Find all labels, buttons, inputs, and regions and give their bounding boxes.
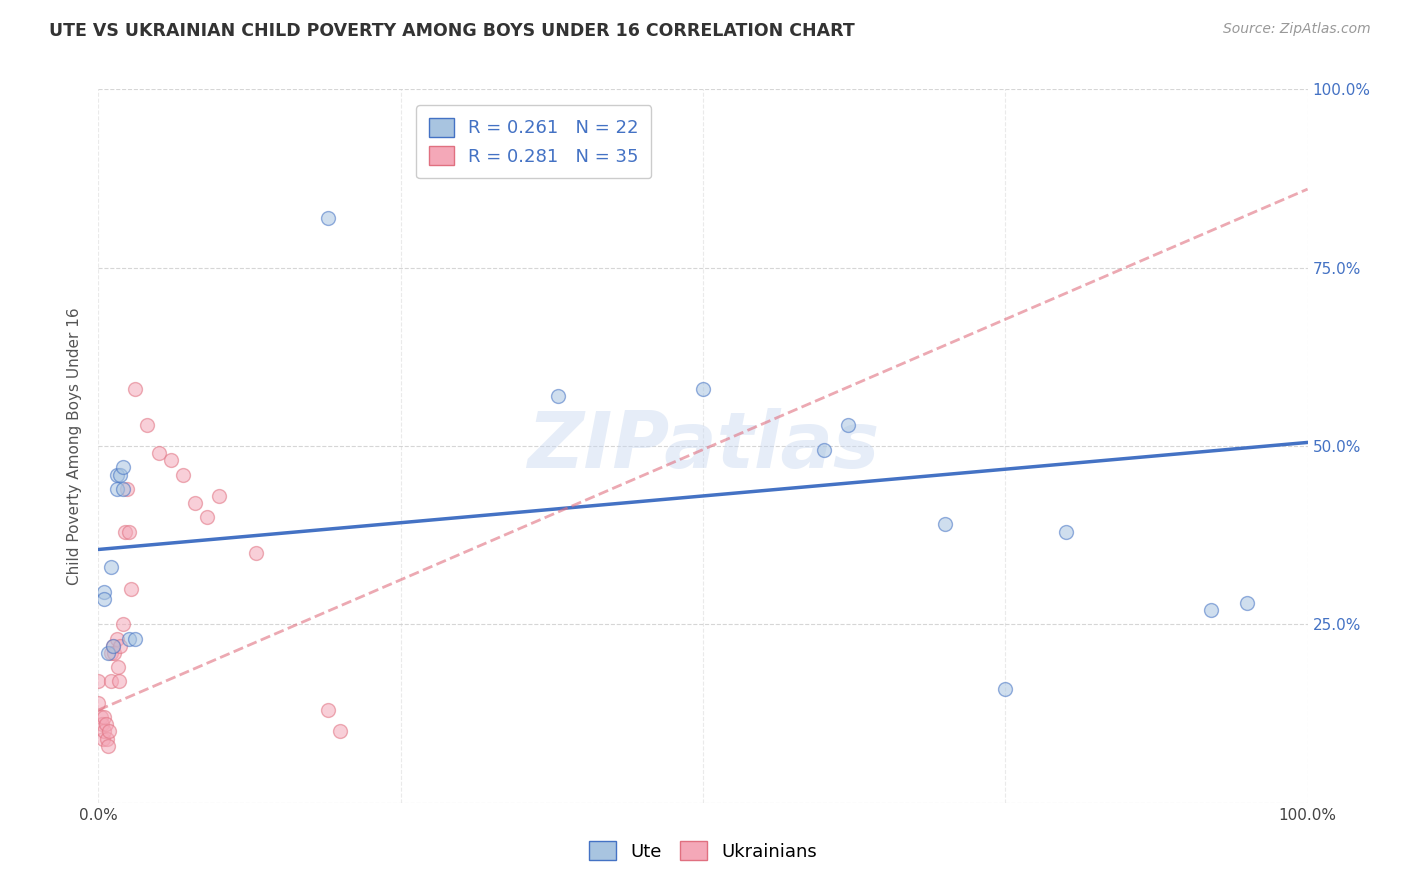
Legend: R = 0.261   N = 22, R = 0.281   N = 35: R = 0.261 N = 22, R = 0.281 N = 35 xyxy=(416,105,651,178)
Point xyxy=(117,482,139,496)
Point xyxy=(120,582,142,596)
Point xyxy=(108,674,131,689)
Point xyxy=(692,382,714,396)
Point xyxy=(101,639,124,653)
Point xyxy=(118,632,141,646)
Point xyxy=(316,703,339,717)
Point xyxy=(195,510,218,524)
Point xyxy=(103,646,125,660)
Point xyxy=(111,460,134,475)
Point xyxy=(118,524,141,539)
Point xyxy=(148,446,170,460)
Text: UTE VS UKRAINIAN CHILD POVERTY AMONG BOYS UNDER 16 CORRELATION CHART: UTE VS UKRAINIAN CHILD POVERTY AMONG BOY… xyxy=(49,22,855,40)
Point xyxy=(245,546,267,560)
Point xyxy=(1054,524,1077,539)
Point xyxy=(87,674,110,689)
Point xyxy=(111,482,134,496)
Point xyxy=(124,382,146,396)
Point xyxy=(100,560,122,574)
Point xyxy=(1236,596,1258,610)
Point xyxy=(994,681,1017,696)
Point xyxy=(329,724,352,739)
Point xyxy=(172,467,194,482)
Point xyxy=(934,517,956,532)
Text: Source: ZipAtlas.com: Source: ZipAtlas.com xyxy=(1223,22,1371,37)
Point xyxy=(101,639,124,653)
Point xyxy=(135,417,157,432)
Point xyxy=(93,710,115,724)
Point xyxy=(108,467,131,482)
Point xyxy=(87,696,110,710)
Point xyxy=(97,646,120,660)
Point xyxy=(105,482,128,496)
Point xyxy=(100,646,122,660)
Point xyxy=(111,617,134,632)
Point xyxy=(97,739,120,753)
Point xyxy=(316,211,339,225)
Point xyxy=(98,724,121,739)
Point xyxy=(208,489,231,503)
Point xyxy=(124,632,146,646)
Point xyxy=(91,717,114,731)
Point xyxy=(93,592,115,607)
Point xyxy=(90,710,112,724)
Point xyxy=(114,524,136,539)
Point xyxy=(96,731,118,746)
Point xyxy=(160,453,183,467)
Point xyxy=(107,660,129,674)
Point xyxy=(93,724,115,739)
Y-axis label: Child Poverty Among Boys Under 16: Child Poverty Among Boys Under 16 xyxy=(67,307,83,585)
Point xyxy=(813,442,835,457)
Point xyxy=(1199,603,1222,617)
Point xyxy=(105,632,128,646)
Point xyxy=(547,389,569,403)
Text: ZIPatlas: ZIPatlas xyxy=(527,408,879,484)
Point xyxy=(837,417,859,432)
Point xyxy=(105,467,128,482)
Legend: Ute, Ukrainians: Ute, Ukrainians xyxy=(579,832,827,870)
Point xyxy=(100,674,122,689)
Point xyxy=(184,496,207,510)
Point xyxy=(108,639,131,653)
Point xyxy=(93,585,115,599)
Point xyxy=(94,717,117,731)
Point xyxy=(91,731,114,746)
